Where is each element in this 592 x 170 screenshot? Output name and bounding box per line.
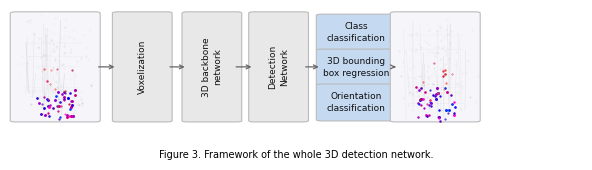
FancyBboxPatch shape bbox=[390, 12, 480, 122]
FancyBboxPatch shape bbox=[249, 12, 308, 122]
Text: 3D backbone
network: 3D backbone network bbox=[202, 37, 222, 97]
FancyBboxPatch shape bbox=[316, 14, 397, 51]
FancyBboxPatch shape bbox=[316, 84, 397, 121]
Text: Voxelization: Voxelization bbox=[138, 40, 147, 94]
Text: Class
classification: Class classification bbox=[327, 22, 386, 43]
Text: Orientation
classification: Orientation classification bbox=[327, 92, 386, 113]
Text: Detection
Network: Detection Network bbox=[268, 45, 289, 89]
Text: Figure 3. Framework of the whole 3D detection network.: Figure 3. Framework of the whole 3D dete… bbox=[159, 150, 433, 160]
FancyBboxPatch shape bbox=[182, 12, 242, 122]
FancyBboxPatch shape bbox=[316, 49, 397, 86]
Text: 3D bounding
box regression: 3D bounding box regression bbox=[323, 57, 390, 78]
FancyBboxPatch shape bbox=[10, 12, 100, 122]
FancyBboxPatch shape bbox=[112, 12, 172, 122]
